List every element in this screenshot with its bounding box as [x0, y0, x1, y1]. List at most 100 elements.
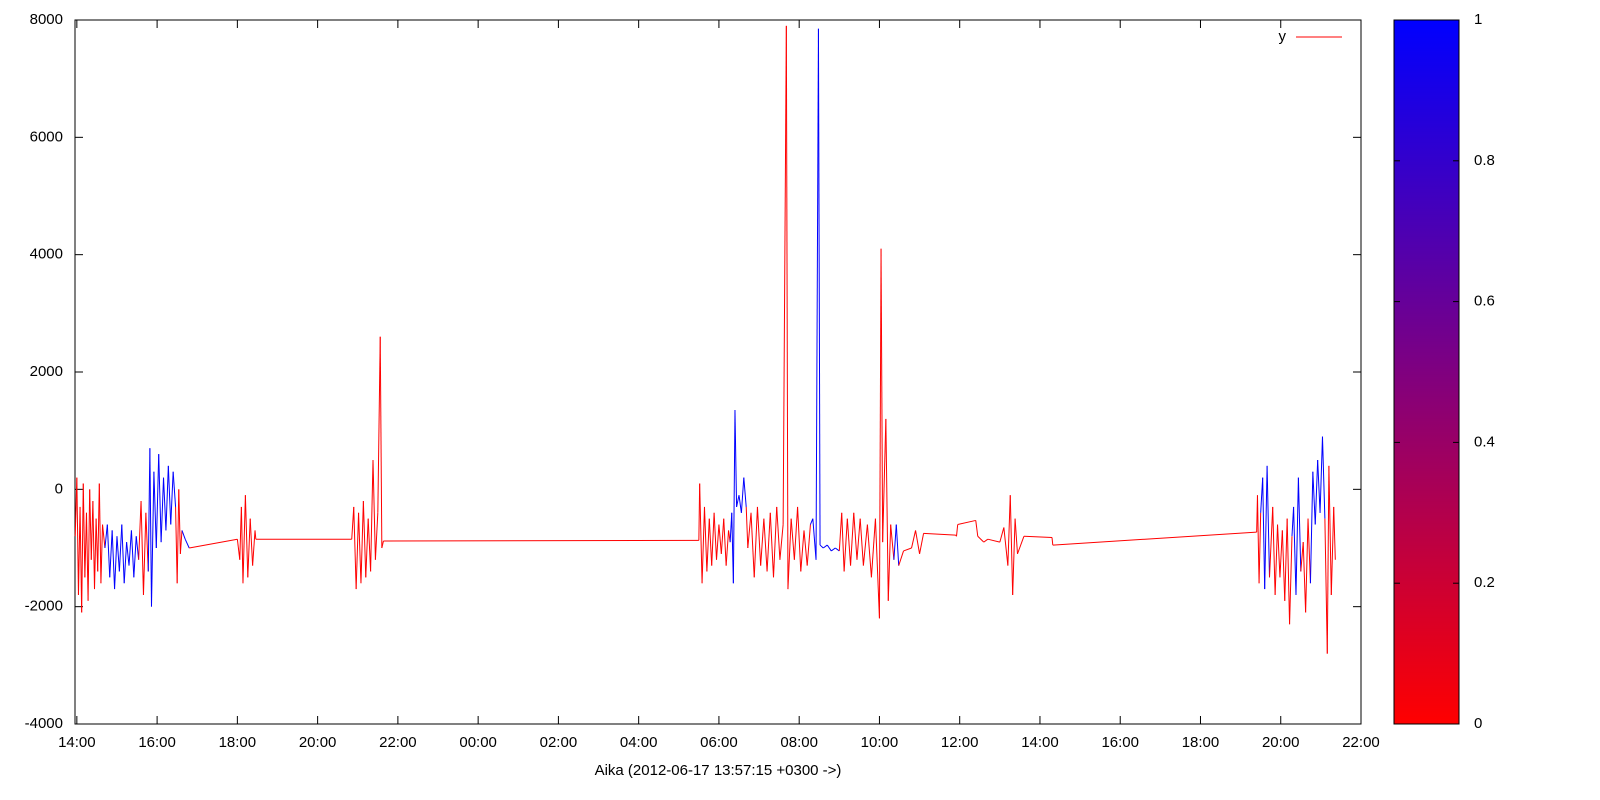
line-segment: [1295, 477, 1299, 595]
colorbar-tick-label: 0.8: [1474, 152, 1495, 169]
y-tick-label: 6000: [30, 128, 63, 145]
line-segment: [895, 524, 900, 566]
line-segment: [104, 524, 108, 549]
line-segment: [98, 483, 102, 584]
line-segment: [723, 518, 727, 566]
line-segment: [882, 418, 887, 543]
line-segment: [763, 518, 768, 572]
line-segment: [999, 527, 1005, 543]
line-segment: [358, 512, 362, 584]
x-tick-label: 00:00: [459, 734, 497, 751]
line-segment: [874, 518, 880, 619]
x-tick-label: 22:00: [1342, 734, 1380, 751]
line-segment: [130, 530, 135, 578]
y-tick-label: 4000: [30, 246, 63, 263]
y-tick-label: -4000: [25, 715, 63, 732]
line-segment: [740, 477, 745, 513]
line-segment: [367, 518, 372, 572]
line-segment: [987, 538, 1000, 543]
x-tick-label: 14:00: [1021, 734, 1059, 751]
line-segment: [720, 518, 725, 554]
line-segment: [975, 520, 979, 537]
line-segment: [806, 524, 811, 566]
line-segment: [82, 483, 86, 578]
line-segment: [153, 471, 157, 549]
y-tick-label: 0: [55, 480, 63, 497]
line-segment: [178, 489, 181, 554]
x-tick-label: 16:00: [138, 734, 176, 751]
line-segment: [111, 530, 116, 590]
legend-label: y: [1279, 28, 1287, 45]
line-segment: [1007, 495, 1011, 566]
line-segment: [915, 530, 921, 554]
line-segment: [983, 538, 989, 543]
line-segment: [1017, 536, 1025, 555]
line-segment: [121, 524, 125, 584]
line-segment: [128, 530, 132, 566]
line-segment: [1262, 477, 1266, 590]
line-segment: [750, 512, 755, 578]
line-segment: [753, 506, 758, 578]
line-segment: [760, 518, 765, 566]
line-segment: [1302, 542, 1307, 613]
x-tick-label: 20:00: [1262, 734, 1300, 751]
line-segment: [365, 518, 369, 578]
line-segment: [106, 524, 111, 578]
line-segment: [856, 518, 861, 560]
line-segment: [138, 501, 142, 560]
line-segment: [1003, 527, 1009, 566]
line-segment: [785, 25, 789, 590]
line-segment: [142, 512, 147, 595]
colorbar-tick-label: 0.6: [1474, 293, 1495, 310]
line-segment: [379, 336, 383, 549]
line-segment: [1012, 518, 1016, 595]
line-segment: [779, 524, 784, 560]
colorbar-tick-label: 0.2: [1474, 574, 1495, 591]
line-segment: [1328, 465, 1332, 595]
line-segment: [747, 512, 752, 549]
line-segment: [240, 506, 244, 584]
line-segment: [1289, 536, 1293, 625]
line-segment: [890, 524, 895, 560]
line-segment: [885, 418, 889, 601]
line-segment: [782, 25, 787, 525]
line-segment: [242, 495, 246, 584]
x-tick-label: 06:00: [700, 734, 738, 751]
line-segment: [903, 547, 912, 552]
line-segment: [977, 535, 985, 543]
line-segment: [1052, 531, 1257, 546]
line-segment: [736, 495, 740, 508]
line-segment: [699, 483, 703, 584]
line-segment: [155, 454, 160, 549]
line-segment: [843, 518, 848, 572]
line-segment: [878, 248, 882, 619]
line-segment: [734, 410, 738, 507]
line-segment: [254, 530, 257, 540]
line-segment: [123, 542, 128, 584]
x-tick-label: 04:00: [620, 734, 658, 751]
line-segment: [381, 540, 384, 549]
line-segment: [790, 518, 795, 560]
line-segment: [1256, 495, 1260, 584]
line-segment: [815, 28, 819, 560]
line-segment: [1286, 518, 1291, 625]
x-tick-label: 16:00: [1101, 734, 1139, 751]
colorbar-tick-label: 0: [1474, 715, 1482, 732]
line-segment: [1277, 524, 1281, 578]
line-segment: [756, 506, 762, 566]
line-segment: [118, 524, 123, 572]
line-segment: [1272, 506, 1276, 595]
line-segment: [853, 512, 858, 560]
line-segment: [743, 477, 747, 507]
line-segment: [172, 471, 177, 507]
line-segment: [1009, 495, 1014, 595]
line-segment: [797, 506, 802, 572]
line-segment: [133, 536, 137, 578]
line-segment: [140, 501, 144, 595]
line-segment: [170, 471, 174, 525]
colorbar: [1393, 19, 1460, 725]
line-segment: [116, 536, 120, 572]
line-segment: [835, 547, 840, 552]
line-segment: [893, 524, 897, 560]
